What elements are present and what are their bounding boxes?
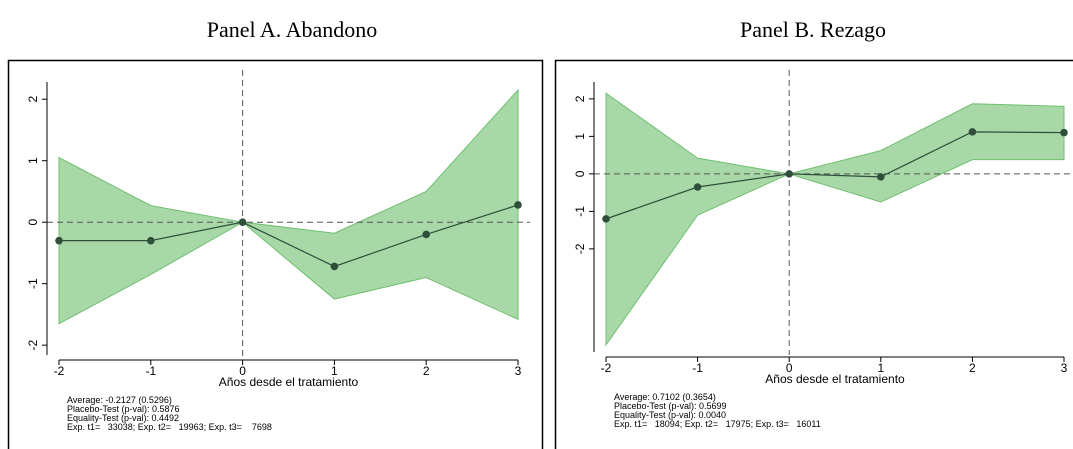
panel-frame [554,59,1073,449]
y-tick-label: 2 [573,95,587,102]
y-tick-label: 0 [573,170,587,177]
x-tick-label: -1 [692,361,703,375]
x-tick-label: 2 [969,361,976,375]
estimate-point [693,183,702,191]
note: Exp. t1= 33038; Exp. t2= 19963; Exp. t3=… [67,422,272,432]
x-tick-label: -2 [601,361,612,375]
confidence-band [58,88,519,325]
x-tick-label: 1 [877,361,884,375]
note: Equality-Test (p-val): 0.0040 [614,410,726,420]
estimate-point [514,201,522,209]
x-axis-label: Años desde el tratamiento [765,372,905,386]
panel-frame [7,59,544,449]
x-tick-label: 0 [786,361,793,375]
estimate-point [785,170,793,178]
x-tick-label: 3 [515,364,522,378]
y-tick-label: 2 [26,96,40,103]
estimate-point [55,236,63,245]
note: Placebo-Test (p-val): 0.5699 [614,401,727,411]
estimate-point [238,218,247,226]
estimate-point [147,236,155,245]
x-tick-label: -2 [54,364,65,378]
y-tick-label: -1 [573,206,587,217]
x-tick-label: 0 [239,364,246,378]
estimate-line [59,204,519,268]
y-tick-label: -2 [26,340,40,351]
note: Exp. t1= 18094; Exp. t2= 17975; Exp. t3=… [614,419,821,429]
estimate-point [968,128,977,136]
panel-title: Panel A. Abandono [207,17,378,42]
x-tick-label: 3 [1061,361,1068,375]
estimate-point [877,173,885,181]
estimate-point [1060,128,1068,137]
estimate-point [422,230,431,239]
note: Placebo-Test (p-val): 0.5876 [67,404,180,414]
confidence-band [605,92,1065,347]
y-tick-label: -1 [26,278,40,289]
estimate-point [330,262,339,271]
x-tick-label: 1 [331,364,338,378]
note: Average: 0.7102 (0.3654) [614,392,716,402]
note: Average: -0.2127 (0.5296) [67,395,172,405]
y-tick-label: 1 [573,133,587,140]
y-tick-label: 0 [26,219,40,226]
y-tick-label: 1 [26,157,40,164]
x-tick-label: 2 [423,364,430,378]
estimate-line [605,131,1065,220]
estimate-point [602,215,610,223]
y-tick-label: -2 [573,243,587,254]
x-tick-label: -1 [145,364,156,378]
x-axis-label: Años desde el tratamiento [219,375,359,389]
note: Equality-Test (p-val): 0.4492 [67,413,179,423]
panel-title: Panel B. Rezago [740,17,886,42]
